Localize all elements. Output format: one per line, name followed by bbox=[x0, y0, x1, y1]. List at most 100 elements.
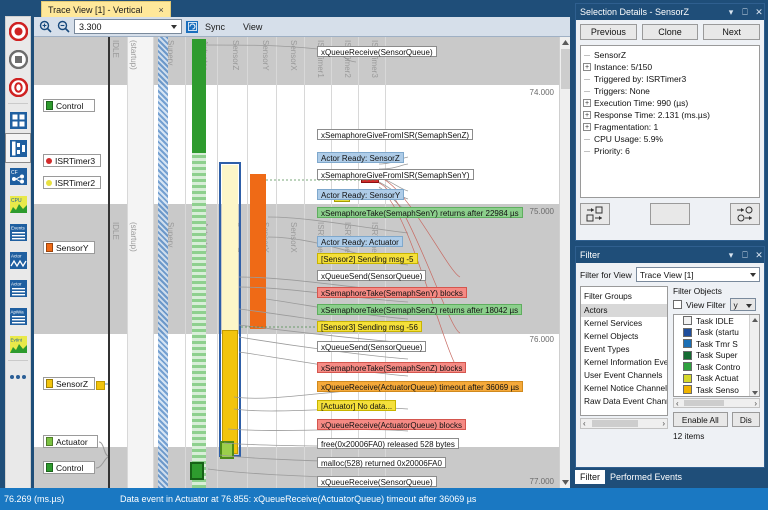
scroll-right-icon[interactable]: › bbox=[754, 399, 757, 408]
chevron-down-icon[interactable] bbox=[745, 304, 752, 308]
actor-list-icon[interactable]: Actor bbox=[6, 274, 30, 302]
tab-filter[interactable]: Filter bbox=[575, 470, 605, 484]
tree-row[interactable]: + Instance: 5/150 bbox=[583, 61, 757, 73]
filter-group-item[interactable]: Event Types bbox=[584, 344, 630, 354]
chevron-down-icon[interactable]: ▾ bbox=[728, 6, 734, 17]
snapshot-icon[interactable] bbox=[6, 73, 30, 101]
filter-object-item[interactable]: Task Actuat bbox=[674, 373, 759, 385]
close-icon[interactable]: ✕ bbox=[755, 6, 763, 17]
sync-label[interactable]: Sync bbox=[205, 21, 226, 32]
goto-first-icon[interactable] bbox=[580, 203, 610, 225]
expander-icon[interactable]: + bbox=[583, 123, 591, 131]
tree-row[interactable]: + Execution Time: 990 (µs) bbox=[583, 97, 757, 109]
activity-bar-sensorz[interactable] bbox=[222, 165, 238, 330]
track-column-idle[interactable]: IDLE IDLE bbox=[108, 37, 128, 488]
actor-chip[interactable]: SensorY bbox=[43, 241, 95, 254]
event-label[interactable]: xQueueSend(SensorQueue) bbox=[317, 270, 427, 281]
pin-icon[interactable]: ⎕ bbox=[742, 249, 748, 260]
grid-view-icon[interactable] bbox=[6, 106, 30, 134]
actor-chip[interactable]: ISRTimer3 bbox=[43, 154, 101, 167]
filter-group-item[interactable]: Kernel Information Event Type bbox=[584, 357, 668, 367]
sync-toggle-icon[interactable] bbox=[186, 20, 198, 33]
scrollbar-thumb[interactable] bbox=[684, 400, 724, 406]
clone-button[interactable]: Clone bbox=[641, 24, 699, 40]
actor-chip[interactable]: SensorZ bbox=[43, 377, 95, 390]
event-label[interactable]: Actor Ready: Actuator bbox=[317, 236, 403, 247]
filter-object-item[interactable]: Task Tmr S bbox=[674, 338, 759, 350]
tree-row[interactable]: ─ SensorZ bbox=[583, 49, 757, 61]
scrollbar-thumb[interactable] bbox=[561, 49, 570, 89]
communication-flow-icon[interactable]: CF bbox=[6, 162, 30, 190]
filter-objects-hscrollbar[interactable]: ‹ › bbox=[673, 398, 760, 408]
event-label[interactable]: xSemaphoreGiveFromISR(SemaphSenZ) bbox=[317, 129, 474, 140]
filter-group-item[interactable]: Kernel Notice Channels bbox=[584, 383, 668, 393]
expander-icon[interactable]: + bbox=[583, 111, 591, 119]
filter-group-item[interactable]: Kernel Objects bbox=[584, 331, 639, 341]
zoom-in-icon[interactable] bbox=[38, 20, 52, 34]
event-label[interactable]: Actor Ready: SensorY bbox=[317, 189, 405, 200]
event-label[interactable]: xSemaphoreTake(SemaphSenY) returns after… bbox=[317, 207, 523, 218]
event-label[interactable]: [Sensor2] Sending msg -5 bbox=[317, 253, 418, 264]
tree-row[interactable]: + Response Time: 2.131 (ms.µs) bbox=[583, 109, 757, 121]
tree-row[interactable]: ─ CPU Usage: 5.9% bbox=[583, 133, 757, 145]
scroll-left-icon[interactable]: ‹ bbox=[583, 419, 586, 428]
actor-chip[interactable]: Actuator bbox=[43, 435, 98, 448]
tab-performed-events[interactable]: Performed Events bbox=[610, 472, 683, 482]
event-label[interactable]: free(0x20006FA0) released 528 bytes bbox=[317, 438, 459, 449]
actor-instance-icon[interactable]: Actor bbox=[6, 246, 30, 274]
disable-all-button[interactable]: Dis bbox=[731, 412, 760, 427]
actor-chip[interactable]: Control bbox=[43, 99, 95, 112]
scrollbar-thumb[interactable] bbox=[592, 420, 638, 427]
view-menu[interactable]: View bbox=[243, 21, 263, 32]
activity-block-actuator-bottom[interactable] bbox=[220, 441, 234, 459]
view-filter-checkbox[interactable] bbox=[673, 300, 682, 309]
event-label[interactable]: xSemaphoreTake(SemaphSenY) blocks bbox=[317, 287, 467, 298]
view-filter-combo[interactable]: y bbox=[729, 298, 756, 311]
filter-for-view-combo[interactable]: Trace View [1] bbox=[635, 267, 760, 282]
actor-chip[interactable]: ISRTimer2 bbox=[43, 176, 101, 189]
event-label[interactable]: xQueueReceive(ActuatorQueue) timeout aft… bbox=[317, 381, 524, 392]
event-label[interactable]: xQueueReceive(ActuatorQueue) blocks bbox=[317, 419, 466, 430]
filter-object-item[interactable]: Task IDLE bbox=[674, 315, 759, 327]
trace-vertical-scrollbar[interactable] bbox=[559, 37, 570, 488]
record-icon[interactable] bbox=[6, 17, 30, 45]
trace-view-icon[interactable] bbox=[5, 133, 31, 163]
filter-objects-vscrollbar[interactable] bbox=[749, 315, 759, 396]
filter-group-item[interactable]: Raw Data Event Channels bbox=[584, 396, 667, 406]
track-column-startup[interactable]: (startup) (startup) bbox=[128, 37, 154, 488]
actor-chip[interactable]: Control bbox=[43, 461, 95, 474]
event-label[interactable]: [Actuator] No data... bbox=[317, 400, 397, 411]
scroll-down-icon[interactable] bbox=[560, 477, 570, 488]
scroll-right-icon[interactable]: › bbox=[662, 419, 665, 428]
filter-object-item[interactable]: Task Super bbox=[674, 350, 759, 362]
goto-instance-icon[interactable] bbox=[730, 203, 760, 225]
event-label[interactable]: xQueueSend(SensorQueue) bbox=[317, 341, 427, 352]
tree-row[interactable]: ─ Triggered by: ISRTimer3 bbox=[583, 73, 757, 85]
tree-row[interactable]: ─ Triggers: None bbox=[583, 85, 757, 97]
event-label[interactable]: Actor Ready: SensorZ bbox=[317, 152, 404, 163]
event-log-icon[interactable]: Events bbox=[6, 218, 30, 246]
activity-block-sensorz-bottom[interactable] bbox=[96, 381, 105, 390]
track-column-superv[interactable]: Superv Superv bbox=[154, 37, 186, 488]
activity-block-control-bottom[interactable] bbox=[190, 462, 204, 480]
event-label[interactable]: [Sensor3] Sending msg -56 bbox=[317, 321, 422, 332]
api-watch-icon[interactable]: ApiWa bbox=[6, 302, 30, 330]
filter-object-item[interactable]: Task Senso bbox=[674, 384, 759, 396]
pin-icon[interactable]: ⎕ bbox=[742, 6, 748, 17]
filter-object-item[interactable]: Task (startu bbox=[674, 327, 759, 339]
expander-icon[interactable]: + bbox=[583, 99, 591, 107]
filter-objects-list[interactable]: Task IDLE Task (startu Task Tmr S bbox=[673, 314, 760, 397]
selection-details-tree[interactable]: ─ SensorZ + Instance: 5/150 ─ Triggered … bbox=[580, 45, 760, 198]
filter-group-item[interactable]: User Event Channels bbox=[584, 370, 663, 380]
zoom-out-icon[interactable] bbox=[56, 20, 70, 34]
event-trace-icon[interactable]: EvtInt bbox=[6, 330, 30, 358]
chevron-down-icon[interactable]: ▾ bbox=[728, 249, 734, 260]
expander-icon[interactable]: + bbox=[583, 63, 591, 71]
scroll-left-icon[interactable]: ‹ bbox=[676, 399, 679, 408]
stop-icon[interactable] bbox=[6, 45, 30, 73]
tree-row[interactable]: + Fragmentation: 1 bbox=[583, 121, 757, 133]
enable-all-button[interactable]: Enable All bbox=[673, 412, 728, 427]
next-button[interactable]: Next bbox=[703, 24, 761, 40]
event-label[interactable]: xQueueReceive(SensorQueue) bbox=[317, 476, 437, 487]
tree-row[interactable]: ─ Priority: 6 bbox=[583, 145, 757, 157]
